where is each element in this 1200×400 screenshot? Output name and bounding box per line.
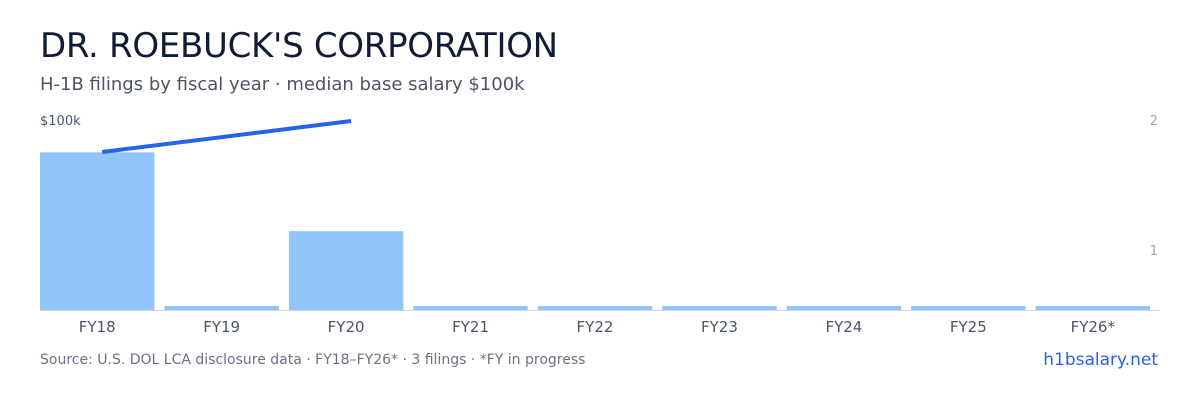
x-tick-label: FY22 — [577, 318, 614, 336]
right-axis-tick: 2 — [1150, 114, 1158, 129]
x-tick-label: FY20 — [328, 318, 365, 336]
chart-title: DR. ROEBUCK'S CORPORATION — [40, 26, 558, 66]
bar-FY20 — [288, 231, 404, 310]
bar-FY24 — [786, 306, 902, 310]
bar-FY18 — [40, 152, 155, 310]
bar-FY25 — [911, 306, 1026, 310]
bar-FY19 — [164, 306, 279, 310]
x-tick-label: FY21 — [452, 318, 489, 336]
x-tick-label: FY23 — [701, 318, 738, 336]
brand-link[interactable]: h1bsalary.net — [1043, 350, 1158, 370]
x-tick-label: FY25 — [950, 318, 987, 336]
source-note: Source: U.S. DOL LCA disclosure data · F… — [40, 352, 586, 368]
chart-subtitle: H-1B filings by fiscal year · median bas… — [40, 74, 525, 95]
bar-FY22 — [537, 306, 653, 310]
x-tick-label: FY24 — [825, 318, 862, 336]
x-tick-label: FY18 — [79, 318, 116, 336]
bar-FY21 — [413, 306, 528, 310]
bar-FY23 — [662, 306, 777, 310]
x-tick-label: FY26* — [1071, 318, 1116, 336]
x-tick-label: FY19 — [203, 318, 240, 336]
salary-line — [101, 119, 352, 154]
right-axis-tick: 1 — [1150, 244, 1158, 259]
bar-FY26* — [1035, 306, 1150, 310]
salary-axis-label: $100k — [40, 114, 81, 129]
